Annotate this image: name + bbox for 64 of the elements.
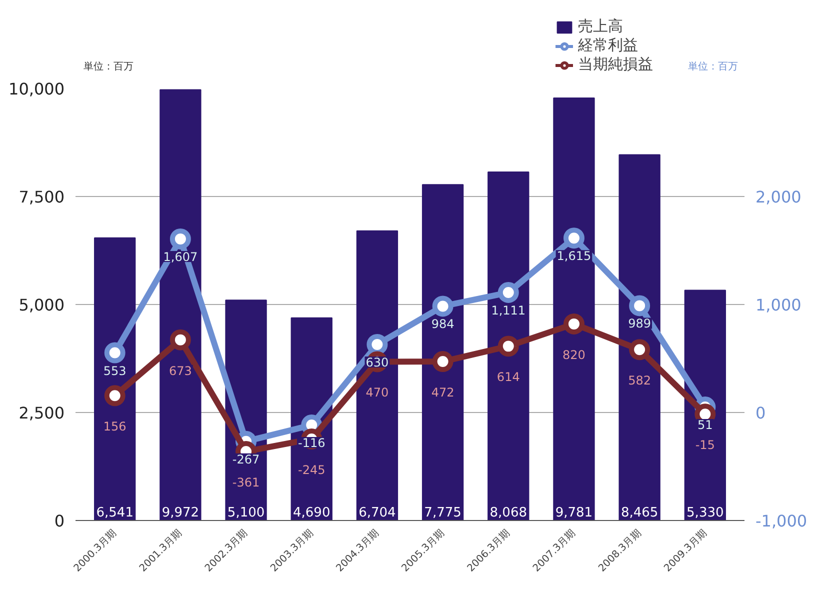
point [498,282,519,303]
legend-label: 売上高 [578,17,623,36]
y-tick-label: 2,500 [18,404,65,422]
data-label: -361 [232,475,260,490]
data-label: -267 [232,452,260,466]
data-label: 984 [431,317,454,332]
data-label: 989 [628,316,652,331]
data-label: 553 [103,364,126,378]
bar [356,230,398,520]
data-label: 51 [698,418,713,432]
bar [553,97,595,520]
point [104,385,126,406]
data-label: 470 [366,386,389,400]
bar [160,89,202,520]
y2-axis-title: 単位：百万 [688,60,738,72]
bar [684,290,726,520]
y2-tick-label: 0 [756,404,766,422]
data-label: 156 [103,420,126,434]
bar [618,154,660,520]
y-axis-title: 単位：百万 [84,60,134,72]
point [170,329,191,350]
data-label: 1,607 [163,250,198,264]
data-label: 673 [168,364,192,378]
point [366,334,388,355]
data-label: 472 [431,386,454,400]
data-label: 6,541 [96,506,134,520]
bar [488,171,530,520]
data-label: 1,615 [556,249,592,264]
data-label: 7,775 [424,506,462,520]
data-label: 820 [562,348,586,362]
data-label: 1,111 [491,304,526,318]
point [170,228,191,250]
point [432,351,454,372]
data-label: 5,330 [686,506,724,520]
y2-tick-label: 1,000 [756,296,802,314]
point [629,339,650,360]
data-label: -15 [695,438,715,452]
y-tick-label: 10,000 [8,80,64,98]
y-tick-label: 0 [54,512,65,530]
point [104,342,126,364]
data-label: 582 [628,374,652,388]
data-label: 8,068 [490,506,527,520]
bar [422,184,464,520]
data-label: 4,690 [293,506,330,520]
data-label: 8,465 [620,506,658,520]
data-label: -116 [298,436,326,450]
data-label: -245 [298,462,326,477]
y2-tick-label: -1,000 [756,512,808,530]
y-tick-label: 7,500 [18,188,65,206]
legend-label: 経常利益 [578,36,638,55]
y-tick-label: 5,000 [18,296,65,314]
data-label: 6,704 [358,506,396,520]
point [498,336,519,357]
point [629,295,650,316]
data-label: 5,100 [227,506,265,520]
point [563,313,584,334]
data-label: 9,972 [162,506,200,520]
data-label: 614 [496,370,520,384]
point [563,228,584,249]
data-label: 630 [366,355,389,370]
point [432,296,454,317]
y2-tick-label: 2,000 [756,188,802,206]
legend-label: 当期純損益 [578,55,653,74]
data-label: 9,781 [555,506,593,520]
